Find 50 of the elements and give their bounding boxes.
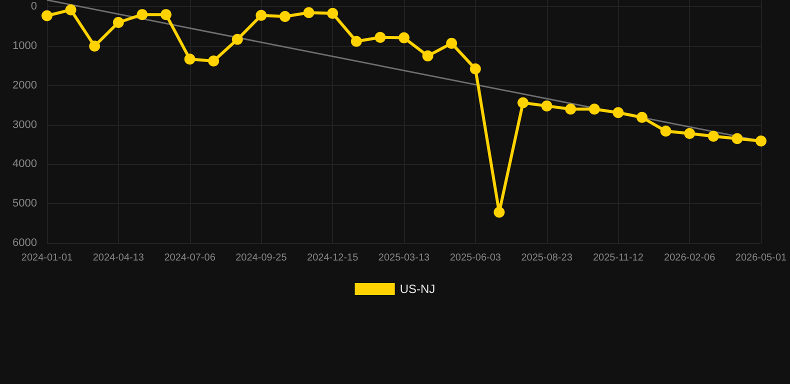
point (470, 63, 481, 74)
y-tick-label: 1000 (12, 40, 37, 52)
point (565, 104, 576, 115)
point (350, 36, 362, 47)
point (446, 38, 458, 49)
point (636, 112, 648, 123)
point (65, 4, 76, 16)
legend-label: US-NJ (400, 282, 436, 296)
point (374, 32, 386, 43)
point (660, 126, 672, 137)
point (327, 8, 338, 19)
x-tick-label: 2026-05-01 (735, 252, 788, 264)
point (112, 16, 124, 28)
y-tick-label: 4000 (12, 158, 37, 170)
x-tick-label: 2025-11-12 (592, 252, 644, 264)
point (160, 9, 172, 20)
x-tick-label: 2026-02-06 (664, 252, 716, 264)
point (256, 10, 267, 21)
x-tick-label: 2024-09-25 (236, 252, 288, 264)
point (232, 34, 243, 45)
point (518, 97, 528, 108)
x-tick-label: 2025-08-23 (521, 252, 573, 264)
y-tick-label: 2000 (12, 79, 37, 92)
point (280, 11, 290, 22)
point (208, 56, 220, 67)
point (184, 54, 196, 65)
point (684, 128, 696, 140)
x-tick-label: 2024-04-13 (92, 252, 144, 264)
y-tick-label: 0 (30, 0, 37, 13)
y-tick-label: 5000 (12, 198, 37, 210)
point (422, 50, 434, 62)
point (42, 10, 52, 22)
point (732, 133, 743, 144)
point (494, 206, 505, 218)
point (612, 107, 624, 118)
y-tick-label: 3000 (12, 118, 37, 131)
point (708, 130, 719, 142)
point (756, 136, 766, 146)
point (541, 100, 552, 112)
x-tick-label: 2024-01-01 (21, 252, 74, 264)
x-tick-label: 2024-12-15 (307, 252, 359, 264)
y-tick-label: 6000 (12, 237, 37, 249)
point (136, 9, 148, 20)
x-tick-label: 2025-03-13 (378, 252, 430, 264)
x-tick-label: 2025-06-03 (450, 252, 502, 264)
point (303, 7, 314, 18)
x-tick-label: 2024-07-06 (164, 252, 216, 264)
point (89, 40, 100, 52)
point (588, 104, 600, 115)
point (398, 32, 410, 44)
